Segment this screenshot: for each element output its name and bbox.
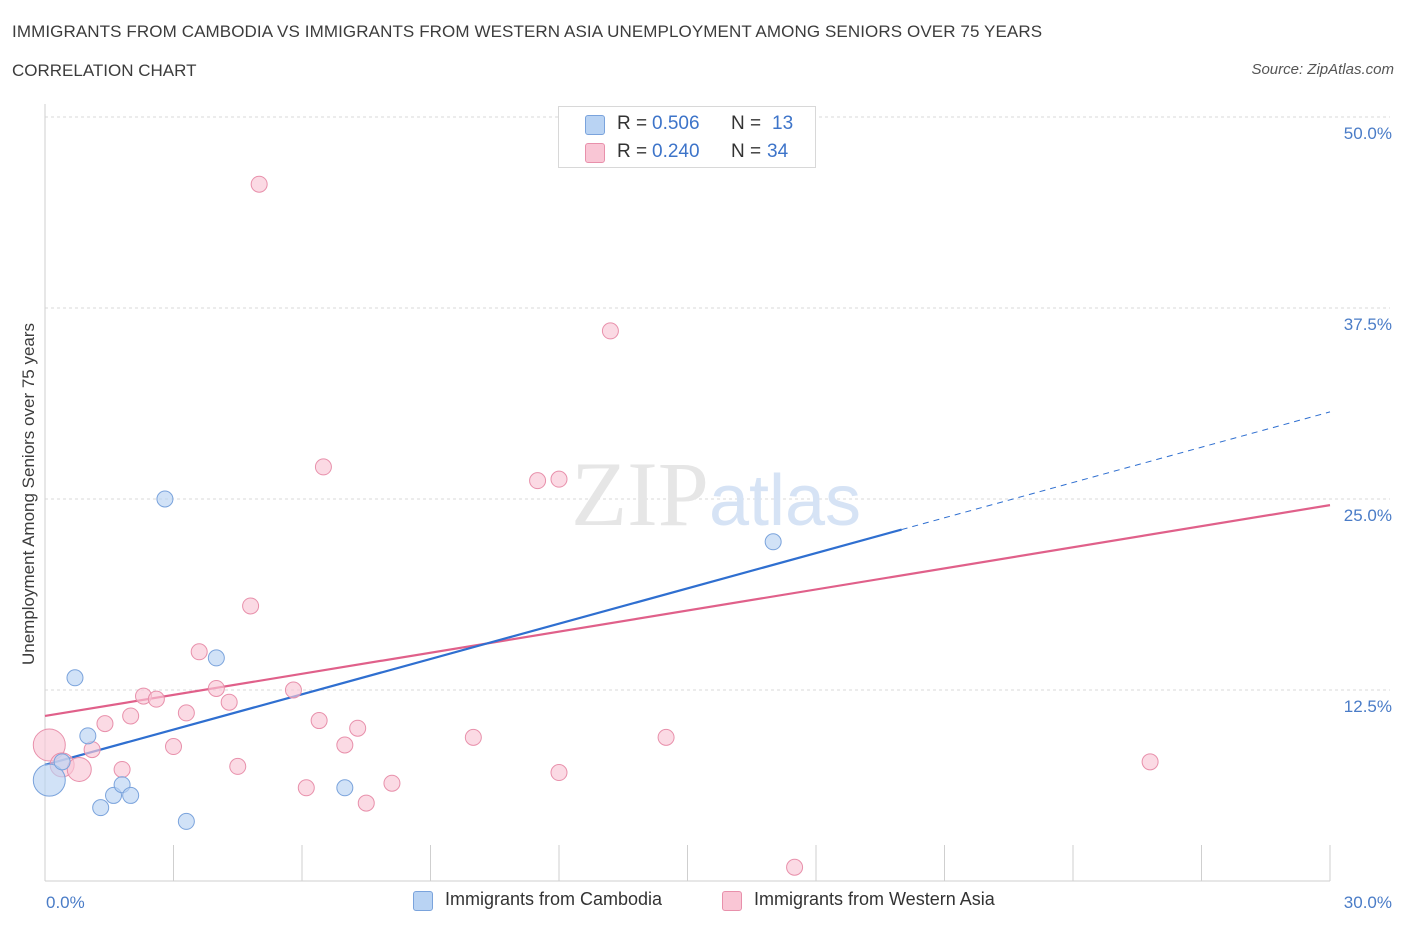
cambodia-point [122,786,140,804]
western-asia-point [786,858,804,876]
cambodia-legend-label: Immigrants from Cambodia [445,889,663,909]
legend-r-value: 0.506 [652,113,700,134]
cambodia-point [53,753,71,771]
y-tick-label: 25.0% [1344,506,1392,525]
western-asia-point [177,704,195,722]
western-asia-swatch [585,143,605,163]
western-asia-point [310,712,328,730]
y-tick-label: 50.0% [1344,124,1392,143]
trend-lines [44,411,1331,766]
cambodia-swatch [585,115,605,135]
western-asia-legend-label: Immigrants from Western Asia [754,889,995,909]
cambodia-point [79,727,97,745]
western-asia-point [529,472,547,490]
western-asia-point [657,728,675,746]
trendline-cambodia-extension [901,411,1331,531]
watermark-zip: ZIP [571,443,709,545]
western-asia-point [165,738,182,756]
y-tick-label: 12.5% [1344,697,1392,716]
western-asia-point [1141,753,1159,771]
cambodia-point [66,669,84,687]
western-asia-point [464,728,482,746]
western-asia-point [336,736,354,754]
watermark-atlas: atlas [709,461,861,541]
western-asia-point [220,693,238,711]
cambodia-point [336,779,354,797]
chart-subtitle: CORRELATION CHART [12,61,197,80]
stats-legend: R = 0.506 N = 13 R = 0.240 N = 34 [558,106,816,168]
cambodia-point [32,763,66,797]
western-asia-point [122,707,140,725]
x-tick-labels: 0.0% 30.0% [46,893,1392,912]
western-asia-point [250,175,268,193]
legend-n-label: N = [731,141,762,162]
western-asia-point [601,322,619,340]
western-asia-point [284,681,302,699]
western-asia-point [550,470,568,488]
cambodia-point [156,490,174,508]
legend-r-label: R = [617,113,648,134]
chart-title: IMMIGRANTS FROM CAMBODIA VS IMMIGRANTS F… [12,22,1043,41]
y-tick-labels: 12.5% 25.0% 37.5% 50.0% [1344,124,1392,716]
legend-n-value: 34 [767,141,789,162]
watermark: ZIPatlas [571,443,861,545]
western-asia-point [32,728,66,762]
x-tick-label: 30.0% [1344,893,1392,912]
western-asia-point [383,774,401,792]
western-asia-legend-swatch [722,891,742,911]
western-asia-point [297,779,315,797]
western-asia-point [349,719,367,737]
x-tick-label: 0.0% [46,893,85,912]
western-asia-point [113,760,131,778]
trendline-western-asia [44,504,1331,718]
source-label: Source: ZipAtlas.com [1251,61,1394,78]
cambodia-point [177,812,195,830]
western-asia-point [147,690,165,708]
cambodia-point [92,799,110,817]
cambodia-point [207,649,225,667]
western-asia-point [229,757,247,775]
y-axis-label: Unemployment Among Seniors over 75 years [19,323,38,665]
cambodia-point [764,533,782,551]
western-asia-point [190,643,208,661]
trendline-cambodia [44,528,902,766]
cambodia-legend-swatch [413,891,433,911]
legend-r-label: R = [617,141,648,162]
western-asia-point [550,764,568,782]
western-asia-point [66,756,92,782]
western-asia-point [242,597,260,615]
western-asia-point [207,679,225,697]
western-asia-point [96,715,114,733]
western-asia-point [314,458,332,476]
legend-n-value: 13 [772,113,794,134]
legend-n-label: N = [731,113,762,134]
y-tick-label: 37.5% [1344,315,1392,334]
legend-r-value: 0.240 [652,141,700,162]
western-asia-point [357,794,375,812]
